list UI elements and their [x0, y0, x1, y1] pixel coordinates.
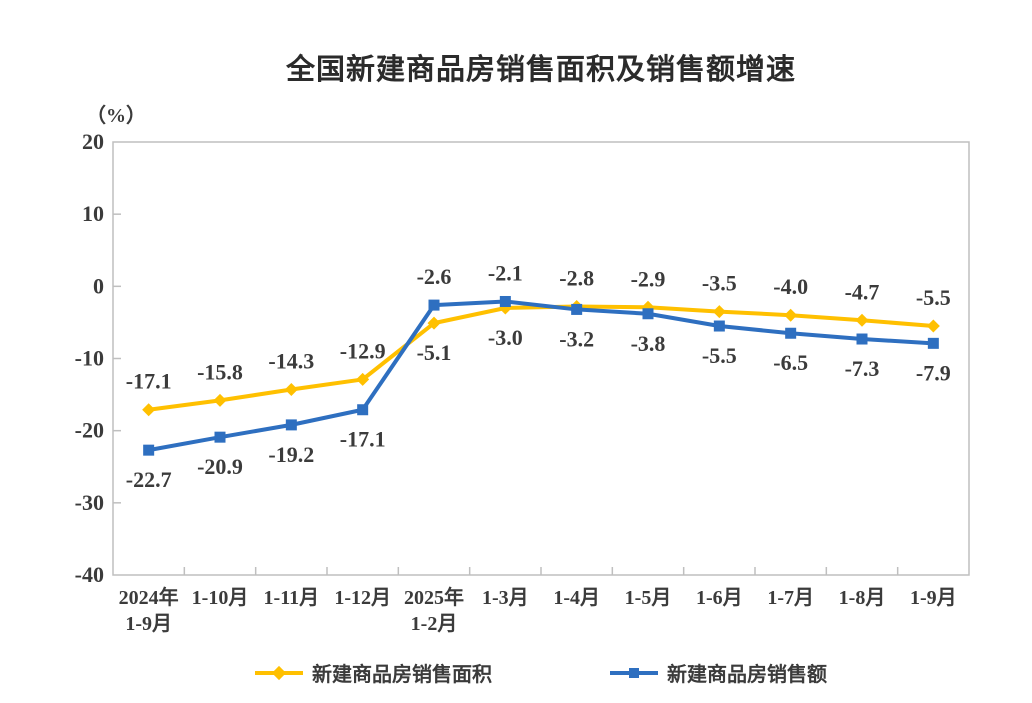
x-category-label: 1-2月: [411, 613, 458, 635]
y-tick-label: -20: [75, 418, 104, 443]
series-line-1: [146, 299, 936, 453]
x-category-label: 1-12月: [334, 587, 391, 609]
series-marker-square: [856, 333, 868, 345]
data-label: -3.5: [702, 271, 737, 296]
data-label: -17.1: [126, 369, 172, 394]
chart-title: 全国新建商品房销售面积及销售额增速: [285, 54, 796, 86]
series-marker-square: [357, 404, 369, 416]
x-category-label: 1-5月: [625, 587, 672, 609]
y-tick-label: 10: [82, 201, 104, 226]
data-label: -5.5: [916, 285, 951, 310]
data-label: -19.2: [268, 442, 314, 467]
series-marker-square: [713, 320, 725, 332]
series-marker-square: [571, 303, 583, 315]
sales-amount-line-square-icon: [610, 666, 658, 680]
x-category-label: 1-9月: [125, 613, 172, 635]
legend-item-sales-area: 新建商品房销售面积: [255, 658, 492, 687]
series-marker-square: [499, 295, 511, 307]
x-category-label: 1-3月: [482, 587, 529, 609]
data-label: -5.5: [702, 343, 737, 368]
x-category-label: 1-4月: [553, 587, 600, 609]
sales-area-line-diamond-icon: [255, 665, 303, 680]
data-label: -2.9: [631, 266, 666, 291]
series-marker-diamond: [926, 319, 940, 333]
y-tick-label: -10: [75, 346, 104, 371]
series-marker-diamond: [855, 313, 869, 327]
series-marker-square: [285, 419, 297, 431]
y-tick-label: 20: [82, 129, 104, 154]
series-marker-diamond: [712, 305, 726, 319]
x-category-label: 1-9月: [910, 587, 957, 609]
data-label: -3.2: [559, 326, 594, 351]
series-marker-square: [927, 337, 939, 349]
series-marker-square: [642, 308, 654, 320]
data-label: -15.8: [197, 359, 243, 384]
data-label: -4.0: [773, 274, 808, 299]
series-marker-diamond: [213, 393, 227, 407]
y-tick-label: 0: [93, 273, 104, 298]
series-marker-square: [143, 444, 155, 456]
legend-label-sales-area: 新建商品房销售面积: [312, 664, 492, 686]
data-label: -2.1: [488, 260, 523, 285]
y-axis-unit-label: （%）: [86, 105, 146, 127]
series-marker-diamond: [284, 383, 298, 397]
chart-legend: 新建商品房销售面积 新建商品房销售额: [113, 658, 969, 687]
series-marker-diamond: [784, 308, 798, 322]
legend-label-sales-amount: 新建商品房销售额: [667, 664, 827, 686]
legend-item-sales-amount: 新建商品房销售额: [610, 658, 827, 687]
data-label: -5.1: [417, 340, 452, 365]
data-label: -20.9: [197, 454, 243, 479]
data-label: -12.9: [340, 338, 386, 363]
series-marker-diamond: [356, 372, 370, 386]
y-tick-label: -30: [75, 490, 104, 515]
data-label: -4.7: [845, 279, 880, 304]
data-label: -3.0: [488, 325, 523, 350]
series-line-0: [146, 304, 936, 412]
data-label: -14.3: [268, 349, 314, 374]
data-label: -2.8: [559, 266, 594, 291]
x-category-label: 1-8月: [839, 587, 886, 609]
data-label: -6.5: [773, 350, 808, 375]
data-label: -3.8: [631, 331, 666, 356]
x-category-label: 2024年: [119, 585, 179, 609]
data-label: -7.9: [916, 360, 951, 385]
line-chart-plot: 20 10 0 -10 -20 -30 -40 2024年 1-9月 1-10月 1-11月 1-12…: [75, 129, 970, 635]
x-category-label: 2025年: [404, 585, 464, 609]
data-label: -22.7: [126, 467, 172, 492]
series-marker-diamond: [142, 403, 156, 417]
data-label: -2.6: [417, 264, 452, 289]
data-label: -17.1: [340, 427, 386, 452]
x-category-label: 1-7月: [767, 587, 814, 609]
y-tick-label: -40: [75, 562, 104, 587]
x-category-label: 1-6月: [696, 587, 743, 609]
x-category-label: 1-11月: [264, 587, 320, 609]
series-marker-square: [428, 299, 440, 311]
x-category-label: 1-10月: [192, 587, 249, 609]
data-label: -7.3: [845, 356, 880, 381]
series-marker-square: [214, 431, 226, 443]
series-marker-diamond: [427, 316, 441, 330]
series-marker-square: [785, 327, 797, 339]
